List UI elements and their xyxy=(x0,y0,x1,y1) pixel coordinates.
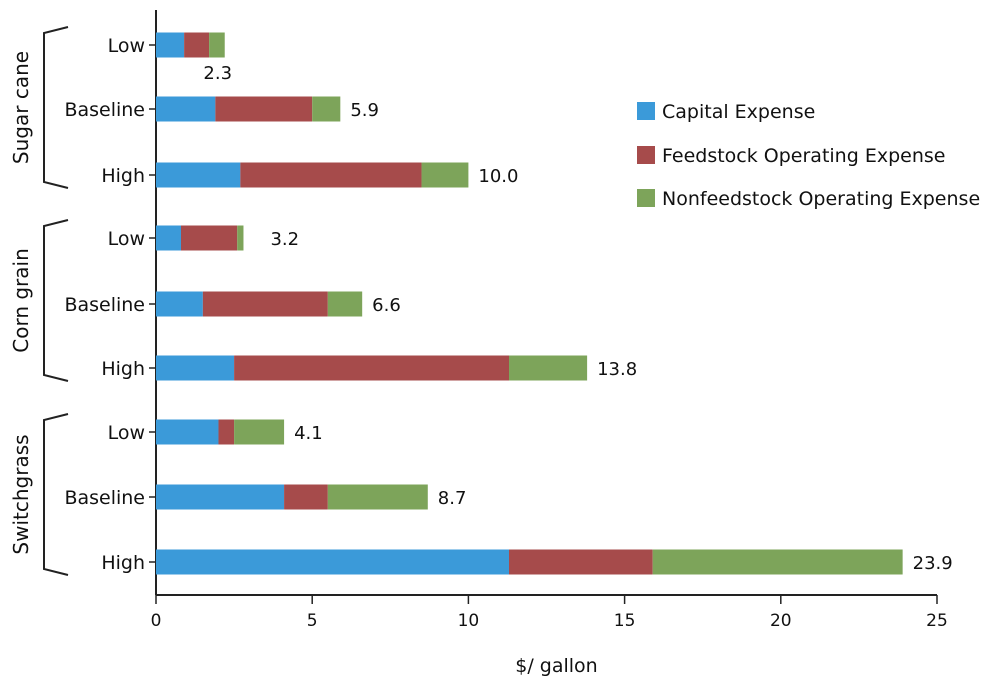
bar-total-label: 3.2 xyxy=(270,229,299,250)
legend-label: Capital Expense xyxy=(662,101,815,123)
bar-segment-feedstock-operating-expense xyxy=(234,355,510,381)
bar-segment-nonfeedstock-operating-expense xyxy=(327,291,363,317)
bar-segment-capital-expense xyxy=(156,484,285,510)
bar-segment-nonfeedstock-operating-expense xyxy=(234,419,285,445)
category-label: Low xyxy=(108,228,145,250)
legend-swatch xyxy=(637,189,655,207)
category-label: High xyxy=(101,358,145,380)
category-label: Baseline xyxy=(64,487,145,509)
x-tick-label: 25 xyxy=(926,611,948,631)
bar-total-label: 4.1 xyxy=(294,423,323,444)
bar-segment-nonfeedstock-operating-expense xyxy=(652,549,903,575)
bar-segment-capital-expense xyxy=(156,549,510,575)
category-label: High xyxy=(101,165,145,187)
bar-total-label: 23.9 xyxy=(913,553,953,574)
group-label: Sugar cane xyxy=(9,51,33,164)
bar-segment-capital-expense xyxy=(156,162,241,188)
bar-segment-nonfeedstock-operating-expense xyxy=(327,484,428,510)
bar-segment-capital-expense xyxy=(156,225,181,251)
legend-swatch xyxy=(637,146,655,164)
bar-segment-capital-expense xyxy=(156,355,235,381)
bar-segment-feedstock-operating-expense xyxy=(218,419,235,445)
group-bracket xyxy=(43,219,69,382)
bar-segment-nonfeedstock-operating-expense xyxy=(209,32,225,58)
bar-segment-capital-expense xyxy=(156,32,185,58)
x-tick-label: 20 xyxy=(770,611,792,631)
category-label: Baseline xyxy=(64,99,145,121)
bar-segment-nonfeedstock-operating-expense xyxy=(509,355,588,381)
bar-total-label: 5.9 xyxy=(350,100,379,121)
bar-segment-nonfeedstock-operating-expense xyxy=(312,96,341,122)
category-label: Baseline xyxy=(64,294,145,316)
legend-label: Nonfeedstock Operating Expense xyxy=(662,188,980,210)
x-tick-label: 0 xyxy=(151,611,162,631)
bar-segment-feedstock-operating-expense xyxy=(215,96,313,122)
category-label: High xyxy=(101,552,145,574)
bar-segment-feedstock-operating-expense xyxy=(284,484,328,510)
bar-segment-feedstock-operating-expense xyxy=(184,32,210,58)
legend-swatch xyxy=(637,102,655,120)
bar-total-label: 8.7 xyxy=(438,488,467,509)
x-axis-title: $/ gallon xyxy=(515,655,597,677)
bar-segment-feedstock-operating-expense xyxy=(180,225,238,251)
bar-total-label: 10.0 xyxy=(478,166,518,187)
x-tick-label: 10 xyxy=(458,611,480,631)
bar-total-label: 13.8 xyxy=(597,359,637,380)
bar-segment-feedstock-operating-expense xyxy=(240,162,422,188)
group-label: Switchgrass xyxy=(9,434,33,554)
bar-segment-capital-expense xyxy=(156,419,219,445)
bar-segment-nonfeedstock-operating-expense xyxy=(421,162,469,188)
bar-segment-capital-expense xyxy=(156,96,216,122)
bar-segment-feedstock-operating-expense xyxy=(202,291,328,317)
bar-segment-capital-expense xyxy=(156,291,203,317)
category-label: Low xyxy=(108,35,145,57)
group-bracket xyxy=(43,26,69,189)
x-tick-label: 15 xyxy=(614,611,636,631)
category-label: Low xyxy=(108,422,145,444)
bar-total-label: 6.6 xyxy=(372,295,401,316)
group-label: Corn grain xyxy=(9,248,33,353)
x-tick-label: 5 xyxy=(307,611,318,631)
legend-label: Feedstock Operating Expense xyxy=(662,145,945,167)
bar-segment-feedstock-operating-expense xyxy=(509,549,653,575)
group-bracket xyxy=(43,413,69,576)
bar-segment-nonfeedstock-operating-expense xyxy=(237,225,244,251)
bar-total-label: 2.3 xyxy=(203,63,232,84)
